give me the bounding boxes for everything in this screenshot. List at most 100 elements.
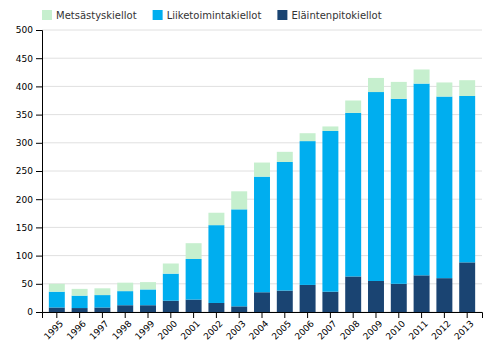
- tick: 450: [16, 54, 42, 64]
- plot: 1995199619971998199920002001200220032004…: [16, 25, 483, 341]
- tick-mark: [398, 312, 399, 318]
- tick-label: 1999: [133, 318, 156, 341]
- grid: [42, 30, 482, 312]
- tick: 50: [22, 279, 42, 289]
- tick-mark: [36, 284, 42, 285]
- tick-label: 2005: [270, 318, 293, 341]
- tick: 2008: [338, 312, 361, 342]
- bar: [186, 259, 202, 300]
- tick-label: 2004: [247, 318, 270, 341]
- bar: [163, 263, 179, 273]
- bar: [277, 291, 293, 312]
- tick-label: 2010: [384, 318, 407, 341]
- tick: 200: [16, 195, 42, 205]
- tick-mark: [148, 312, 149, 318]
- legend: Metsästyskiellot Liiketoimintakiellot Eläi…: [42, 10, 382, 21]
- bar: [163, 301, 179, 312]
- bar: [186, 300, 202, 312]
- tick-label: 2000: [156, 318, 179, 341]
- tick: 350: [16, 110, 42, 120]
- tick-label: 200: [16, 195, 33, 205]
- bar: [163, 274, 179, 301]
- bar: [254, 163, 270, 177]
- bar: [72, 296, 88, 308]
- tick-mark: [353, 312, 354, 318]
- tick: 2013: [452, 312, 475, 342]
- tick-mark: [467, 312, 468, 318]
- tick: 2009: [361, 312, 384, 342]
- bar: [459, 80, 475, 96]
- tick-mark: [330, 312, 331, 318]
- legend-label: Metsästyskiellot: [56, 10, 137, 21]
- tick-label: 2006: [293, 318, 316, 341]
- tick-mark: [36, 30, 42, 31]
- bar: [436, 97, 452, 279]
- tick-label: 2001: [179, 318, 202, 341]
- tick-mark: [36, 115, 42, 116]
- legend-item: Metsästyskiellot: [42, 10, 137, 21]
- bar: [436, 82, 452, 96]
- tick-mark: [79, 312, 80, 318]
- tick-mark: [36, 58, 42, 59]
- legend-item: Liiketoimintakiellot: [153, 10, 262, 21]
- bar: [277, 152, 293, 162]
- tick-mark: [36, 312, 42, 313]
- bar: [208, 213, 224, 225]
- tick: 300: [16, 138, 42, 148]
- tick-label: 1997: [88, 318, 111, 341]
- tick: 2005: [270, 312, 293, 342]
- bar: [94, 288, 110, 295]
- tick-label: 2003: [224, 318, 247, 341]
- bar: [140, 289, 156, 305]
- bar: [208, 225, 224, 303]
- bar: [322, 126, 338, 131]
- bar: [140, 305, 156, 312]
- tick-label: 1998: [110, 318, 133, 341]
- tick-label: 450: [16, 54, 33, 64]
- bar: [436, 278, 452, 312]
- bar: [322, 292, 338, 312]
- tick-mark: [193, 312, 194, 318]
- tick: 150: [16, 223, 42, 233]
- tick-label: 350: [16, 110, 33, 120]
- tick: 2000: [156, 312, 179, 342]
- legend-label: Liiketoimintakiellot: [167, 10, 262, 21]
- tick-label: 100: [16, 251, 33, 261]
- tick: 2012: [430, 312, 453, 342]
- tick-mark: [102, 312, 103, 318]
- tick-mark: [307, 312, 308, 318]
- tick-mark: [36, 143, 42, 144]
- tick: 400: [16, 82, 42, 92]
- tick-mark: [216, 312, 217, 318]
- bar: [186, 243, 202, 259]
- tick: 2002: [202, 312, 225, 342]
- tick-label: 2008: [338, 318, 361, 341]
- series: [49, 69, 475, 295]
- tick-mark: [125, 312, 126, 318]
- tick: 2011: [407, 312, 430, 342]
- bar: [140, 282, 156, 289]
- tick: 2004: [247, 312, 270, 342]
- bar: [94, 307, 110, 312]
- tick-label: 300: [16, 138, 33, 148]
- tick: 1995: [42, 312, 65, 342]
- bar: [391, 82, 407, 99]
- legend-item: Eläintenpitokiellot: [277, 10, 381, 21]
- bar: [459, 96, 475, 262]
- legend-swatch: [153, 10, 163, 20]
- tick-label: 2009: [361, 318, 384, 341]
- bar: [414, 69, 430, 83]
- tick-label: 250: [16, 166, 33, 176]
- legend-swatch: [42, 10, 52, 20]
- grid-line: [42, 30, 482, 31]
- tick-mark: [56, 312, 57, 318]
- bar: [345, 276, 361, 312]
- bar: [231, 191, 247, 209]
- bar: [368, 92, 384, 281]
- tick-mark: [284, 312, 285, 318]
- bar: [277, 162, 293, 291]
- tick-label: 2007: [316, 318, 339, 341]
- tick-label: 1996: [65, 318, 88, 341]
- bar: [345, 113, 361, 277]
- bar: [300, 141, 316, 285]
